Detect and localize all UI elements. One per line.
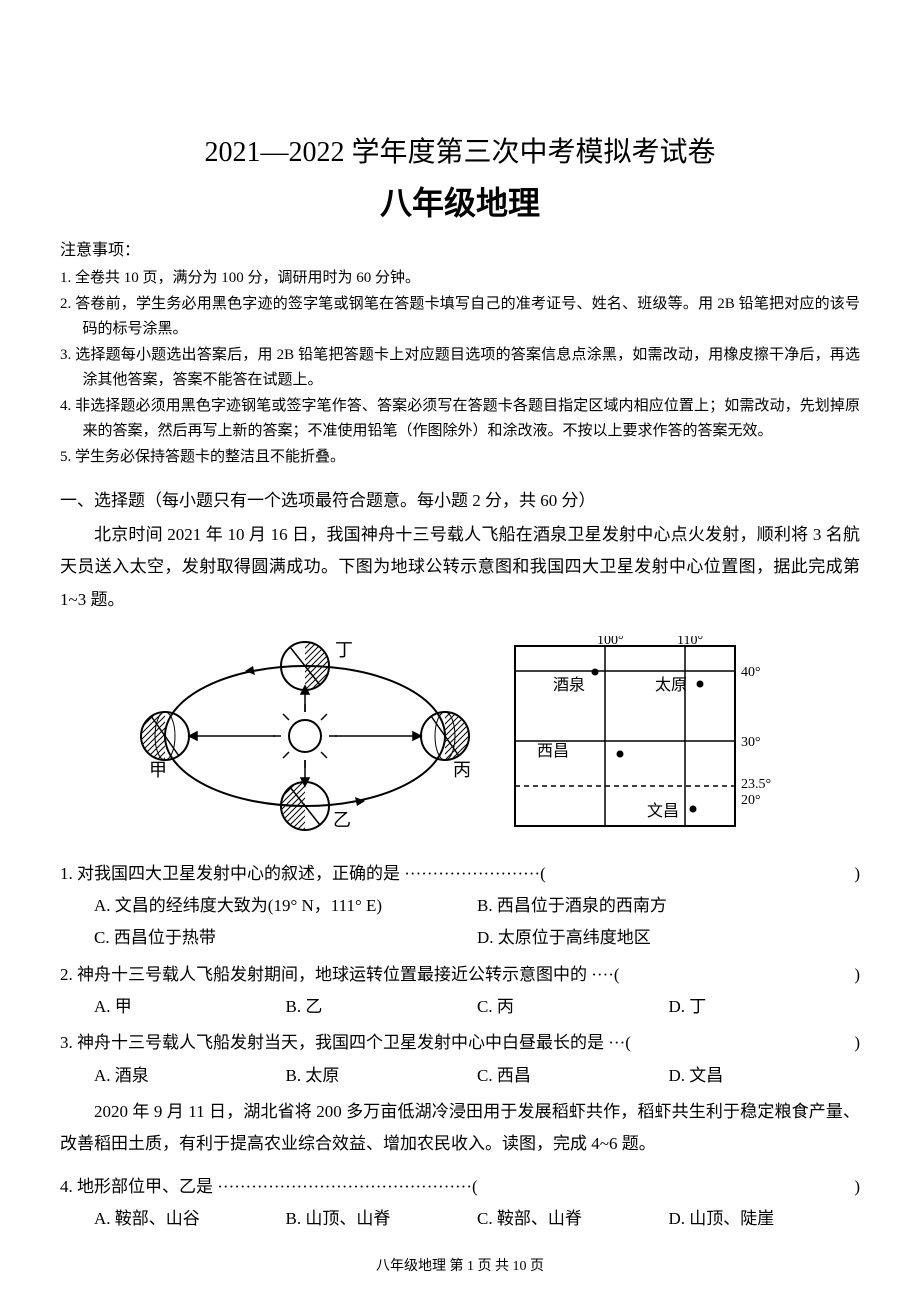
lat-40: 40° bbox=[741, 665, 761, 680]
notice-item: 3. 选择题每小题选出答案后，用 2B 铅笔把答题卡上对应题目选项的答案信息点涂… bbox=[60, 343, 860, 394]
q1-option-c: C. 西昌位于热带 bbox=[94, 922, 477, 954]
notice-list: 1. 全卷共 10 页，满分为 100 分，调研用时为 60 分钟。 2. 答卷… bbox=[60, 266, 860, 470]
orbit-label-right: 丙 bbox=[453, 760, 471, 780]
orbit-label-top: 丁 bbox=[335, 640, 353, 660]
notice-item: 2. 答卷前，学生务必用黑色字迹的签字笔或钢笔在答题卡填写自己的准考证号、姓名、… bbox=[60, 292, 860, 343]
city-jiuquan: 酒泉 bbox=[553, 676, 585, 694]
city-xichang: 西昌 bbox=[537, 743, 569, 760]
section-heading: 一、选择题（每小题只有一个选项最符合题意。每小题 2 分，共 60 分） bbox=[60, 486, 860, 511]
question-2: 2. 神舟十三号载人飞船发射期间，地球运转位置最接近公转示意图中的 ····( … bbox=[60, 959, 860, 1024]
q2-dots: ····( bbox=[591, 965, 619, 984]
question-3: 3. 神舟十三号载人飞船发射当天，我国四个卫星发射中心中白昼最长的是 ···( … bbox=[60, 1027, 860, 1092]
q2-option-d: D. 丁 bbox=[669, 991, 861, 1023]
exam-title: 2021—2022 学年度第三次中考模拟考试卷 bbox=[60, 130, 860, 170]
q2-close: ) bbox=[854, 959, 860, 991]
lat-235: 23.5° bbox=[741, 777, 771, 792]
q1-dots: ························( bbox=[404, 864, 546, 883]
q4-close: ) bbox=[854, 1171, 860, 1203]
q4-option-c: C. 鞍部、山脊 bbox=[477, 1203, 669, 1235]
q3-option-c: C. 西昌 bbox=[477, 1060, 669, 1092]
question-1: 1. 对我国四大卫星发射中心的叙述，正确的是 ·················… bbox=[60, 858, 860, 955]
q2-option-c: C. 丙 bbox=[477, 991, 669, 1023]
lat-20: 20° bbox=[741, 793, 761, 808]
q3-option-d: D. 文昌 bbox=[669, 1060, 861, 1092]
q3-dots: ···( bbox=[608, 1033, 631, 1052]
city-taiyuan: 太原 bbox=[655, 676, 687, 694]
q2-option-a: A. 甲 bbox=[94, 991, 286, 1023]
q2-stem: 2. 神舟十三号载人飞船发射期间，地球运转位置最接近公转示意图中的 bbox=[60, 965, 587, 984]
q3-option-b: B. 太原 bbox=[286, 1060, 478, 1092]
notice-item: 5. 学生务必保持答题卡的整洁且不能折叠。 bbox=[60, 445, 860, 471]
diagram-row: 丁 丙 乙 甲 bbox=[60, 626, 860, 846]
q4-option-d: D. 山顶、陡崖 bbox=[669, 1203, 861, 1235]
orbit-diagram: 丁 丙 乙 甲 bbox=[135, 626, 475, 846]
q1-option-d: D. 太原位于高纬度地区 bbox=[477, 922, 860, 954]
intro-paragraph-2: 2020 年 9 月 11 日，湖北省将 200 多万亩低湖冷浸田用于发展稻虾共… bbox=[60, 1096, 860, 1161]
notice-heading: 注意事项： bbox=[60, 236, 860, 260]
map-diagram: 100° 110° 40° 30° 23.5° 20° 酒泉 太原 西昌 文昌 bbox=[505, 636, 785, 836]
q4-dots: ········································… bbox=[217, 1177, 477, 1196]
q1-stem: 1. 对我国四大卫星发射中心的叙述，正确的是 bbox=[60, 864, 400, 883]
q3-option-a: A. 酒泉 bbox=[94, 1060, 286, 1092]
orbit-label-bottom: 乙 bbox=[333, 810, 351, 830]
q3-stem: 3. 神舟十三号载人飞船发射当天，我国四个卫星发射中心中白昼最长的是 bbox=[60, 1033, 604, 1052]
q1-option-a: A. 文昌的经纬度大致为(19° N，111° E) bbox=[94, 890, 477, 922]
lon-110: 110° bbox=[677, 636, 703, 648]
q2-option-b: B. 乙 bbox=[286, 991, 478, 1023]
orbit-label-left: 甲 bbox=[149, 760, 167, 780]
q3-close: ) bbox=[854, 1027, 860, 1059]
exam-subtitle: 八年级地理 bbox=[60, 178, 860, 224]
q4-stem: 4. 地形部位甲、乙是 bbox=[60, 1177, 213, 1196]
q1-close: ) bbox=[854, 858, 860, 890]
q4-option-b: B. 山顶、山脊 bbox=[286, 1203, 478, 1235]
notice-item: 4. 非选择题必须用黑色字迹钢笔或签字笔作答、答案必须写在答题卡各题目指定区域内… bbox=[60, 394, 860, 445]
question-4: 4. 地形部位甲、乙是 ····························… bbox=[60, 1171, 860, 1236]
lon-100: 100° bbox=[597, 636, 624, 648]
intro-paragraph: 北京时间 2021 年 10 月 16 日，我国神舟十三号载人飞船在酒泉卫星发射… bbox=[60, 519, 860, 616]
lat-30: 30° bbox=[741, 735, 761, 750]
city-wenchang: 文昌 bbox=[647, 802, 679, 820]
q1-option-b: B. 西昌位于酒泉的西南方 bbox=[477, 890, 860, 922]
notice-item: 1. 全卷共 10 页，满分为 100 分，调研用时为 60 分钟。 bbox=[60, 266, 860, 292]
q4-option-a: A. 鞍部、山谷 bbox=[94, 1203, 286, 1235]
page-footer: 八年级地理 第 1 页 共 10 页 bbox=[60, 1255, 860, 1275]
